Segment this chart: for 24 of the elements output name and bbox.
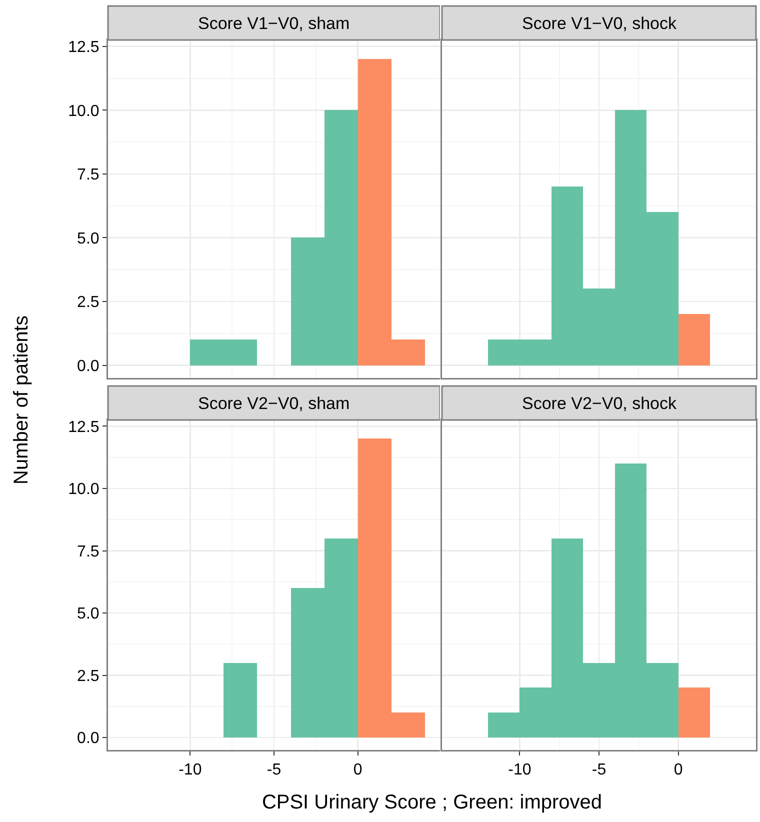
x-tick-label: -5 [266, 762, 282, 779]
y-tick-label: 7.5 [77, 166, 100, 184]
y-tick-label: 0.0 [77, 358, 100, 375]
x-tick-label: -10 [178, 762, 202, 779]
x-tick-label: -10 [508, 762, 532, 779]
chart-title: Score V1−V0, shock [522, 14, 677, 33]
y-tick-label: 5.0 [77, 230, 100, 248]
x-tick-label: -5 [592, 762, 606, 779]
x-tick-label: 0 [674, 762, 683, 779]
y-tick-label: 0.0 [77, 730, 100, 748]
chart-title: Score V2−V0, sham [198, 394, 350, 413]
y-tick-label: 12.5 [68, 38, 100, 56]
chart-title: Score V2−V0, shock [522, 394, 677, 413]
y-tick-label: 10.0 [68, 102, 100, 120]
y-tick-label: 2.5 [77, 668, 100, 685]
y-axis-title: Number of patients [10, 316, 34, 484]
y-tick-label: 5.0 [77, 606, 100, 623]
x-tick-label: 0 [353, 762, 362, 779]
y-tick-label: 10.0 [68, 481, 100, 498]
chart-title: Score V1−V0, sham [198, 14, 350, 33]
x-axis-title: CPSI Urinary Score ; Green: improved [262, 792, 602, 814]
y-tick-label: 2.5 [77, 294, 100, 312]
y-tick-label: 7.5 [77, 543, 100, 560]
y-tick-label: 12.5 [68, 418, 100, 436]
